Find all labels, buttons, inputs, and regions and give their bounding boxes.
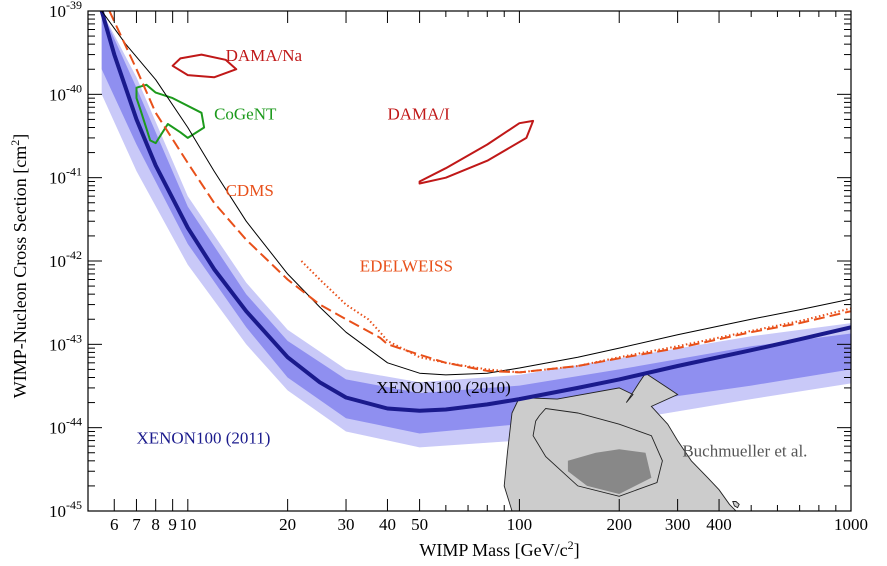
- x-tick-label: 100: [507, 515, 533, 534]
- xenon100-2011-curve: [99, 11, 851, 413]
- x-tick-label: 8: [151, 515, 160, 534]
- buchmueller-region-outline: [532, 408, 663, 497]
- signal-regions: [135, 53, 740, 511]
- x-tick-label: 50: [411, 515, 428, 534]
- buchmueller-region-dark: [567, 449, 652, 494]
- buchmueller-region-small: [732, 501, 740, 509]
- buchmueller-region-light: [503, 372, 737, 511]
- y-tick-label: 10-43: [49, 331, 82, 354]
- y-tick-label: 10-42: [49, 248, 82, 271]
- edelweiss-curve: [300, 260, 851, 374]
- x-tick-label: 6: [110, 515, 119, 534]
- dama-na-region: [171, 53, 238, 79]
- x-tick-label: 300: [665, 515, 691, 534]
- x-tick-label: 400: [706, 515, 732, 534]
- x-tick-label: 7: [132, 515, 141, 534]
- x-tick-label: 1000: [834, 515, 868, 534]
- xenon100-2010-curve: [101, 11, 851, 376]
- y-tick-label: 10-41: [49, 165, 82, 188]
- cogent-region: [135, 83, 206, 145]
- band-1-sigma: [101, 11, 851, 434]
- buchmueller-et-al-label: Buchmueller et al.: [682, 442, 807, 461]
- y-tick-label: 10-40: [49, 81, 82, 104]
- axis-ticks: 6 7 8 9 10 20 30 40 50 100 200 300 400 1000 10-45 10-44…: [49, 0, 868, 534]
- cdms-label: CDMS: [226, 181, 274, 200]
- x-tick-label: 40: [379, 515, 396, 534]
- cdms-curve: [108, 11, 851, 374]
- dama-i-region: [418, 119, 535, 185]
- x-tick-label: 200: [606, 515, 632, 534]
- dama-na-label: DAMA/Na: [226, 46, 303, 65]
- cogent-label: CoGeNT: [214, 104, 277, 123]
- x-tick-label: 9: [168, 515, 177, 534]
- xenon100-2011-label: XENON100 (2011): [136, 428, 270, 447]
- y-axis-title: WIMP-Nucleon Cross Section [cm2]: [8, 134, 30, 398]
- dama-i-label: DAMA/I: [387, 104, 450, 123]
- x-tick-label: 30: [338, 515, 355, 534]
- y-tick-label: 10-44: [49, 415, 82, 438]
- annotations: DAMA/Na CoGeNT DAMA/I CDMS EDELWEISS XENON100…: [136, 46, 807, 460]
- x-axis-title: WIMP Mass [GeV/c2]: [419, 538, 579, 560]
- exclusion-curves: [99, 11, 851, 413]
- xenon100-2011-expected-bands: [101, 11, 851, 448]
- y-tick-label: 10-45: [49, 498, 82, 521]
- band-2-sigma: [101, 11, 851, 448]
- x-tick-label: 10: [179, 515, 196, 534]
- x-tick-label: 20: [279, 515, 296, 534]
- edelweiss-label: EDELWEISS: [360, 256, 453, 275]
- y-tick-label: 10-39: [49, 0, 82, 21]
- xenon100-2010-label: XENON100 (2010): [376, 378, 511, 397]
